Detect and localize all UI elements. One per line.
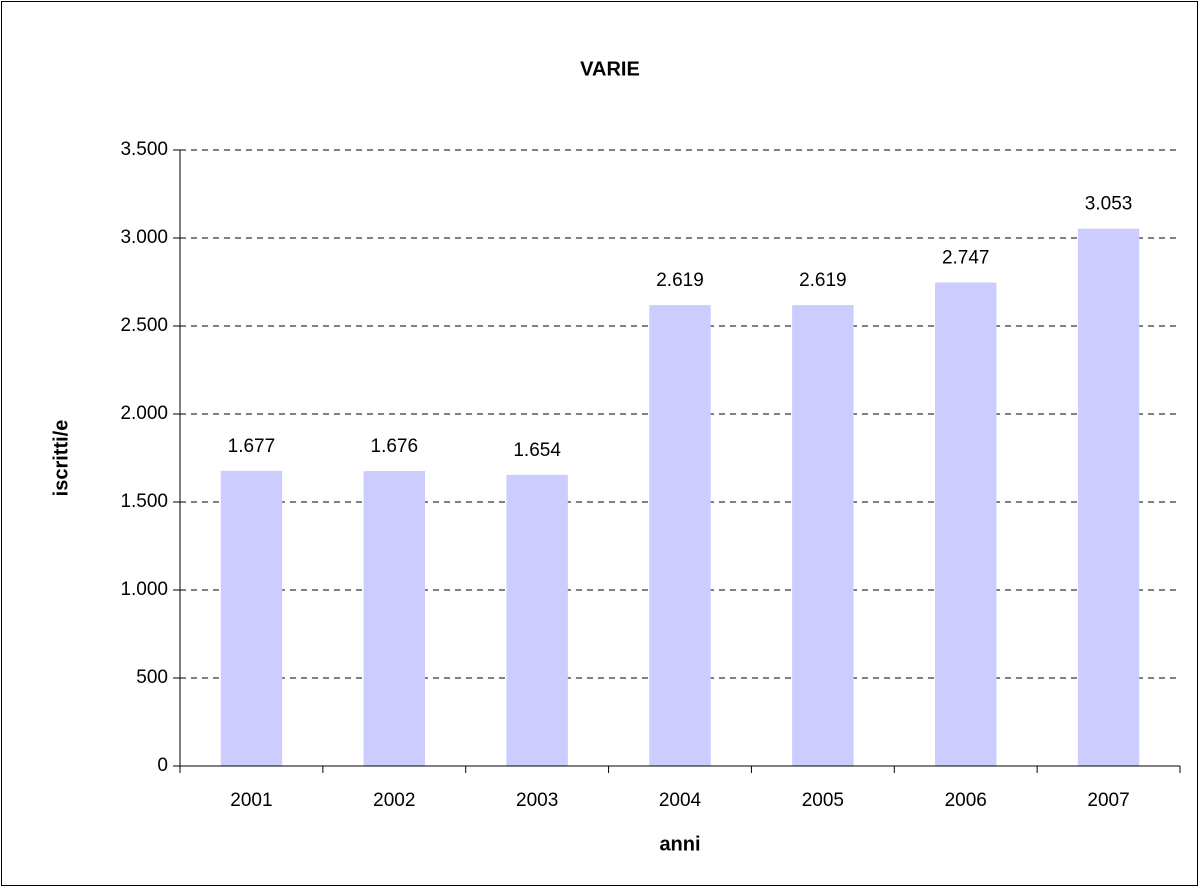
y-tick-label: 2.500: [120, 315, 168, 336]
y-tick-label: 1.500: [120, 491, 168, 512]
value-label: 1.654: [513, 440, 561, 461]
bar: [363, 471, 425, 766]
x-tick-label: 2007: [1087, 790, 1129, 811]
x-tick-label: 2004: [659, 790, 702, 811]
bar: [649, 305, 711, 766]
y-tick-label: 3.500: [120, 139, 168, 160]
value-label: 1.677: [228, 436, 276, 457]
bar: [220, 470, 283, 766]
y-tick-label: 500: [136, 667, 168, 688]
bar: [792, 305, 854, 766]
x-tick-label: 2001: [230, 790, 272, 811]
x-tick-label: 2005: [802, 790, 844, 811]
chart-title: VARIE: [580, 58, 640, 80]
y-tick-label: 2.000: [120, 403, 168, 424]
value-label: 2.619: [799, 270, 847, 291]
value-label: 2.747: [942, 248, 990, 269]
y-tick-label: 0: [157, 755, 168, 776]
x-tick-label: 2002: [373, 790, 415, 811]
bar: [1077, 228, 1140, 766]
x-tick-label: 2006: [945, 790, 987, 811]
value-label: 3.053: [1085, 194, 1133, 215]
x-axis-label: anni: [659, 833, 700, 855]
value-label: 1.676: [371, 436, 419, 457]
y-axis-label: iscritti/e: [50, 420, 72, 497]
y-tick-label: 1.000: [120, 579, 168, 600]
bar: [935, 282, 997, 766]
value-label: 2.619: [656, 270, 704, 291]
bar: [506, 474, 568, 766]
x-tick-label: 2003: [516, 790, 558, 811]
y-tick-label: 3.000: [120, 227, 168, 248]
